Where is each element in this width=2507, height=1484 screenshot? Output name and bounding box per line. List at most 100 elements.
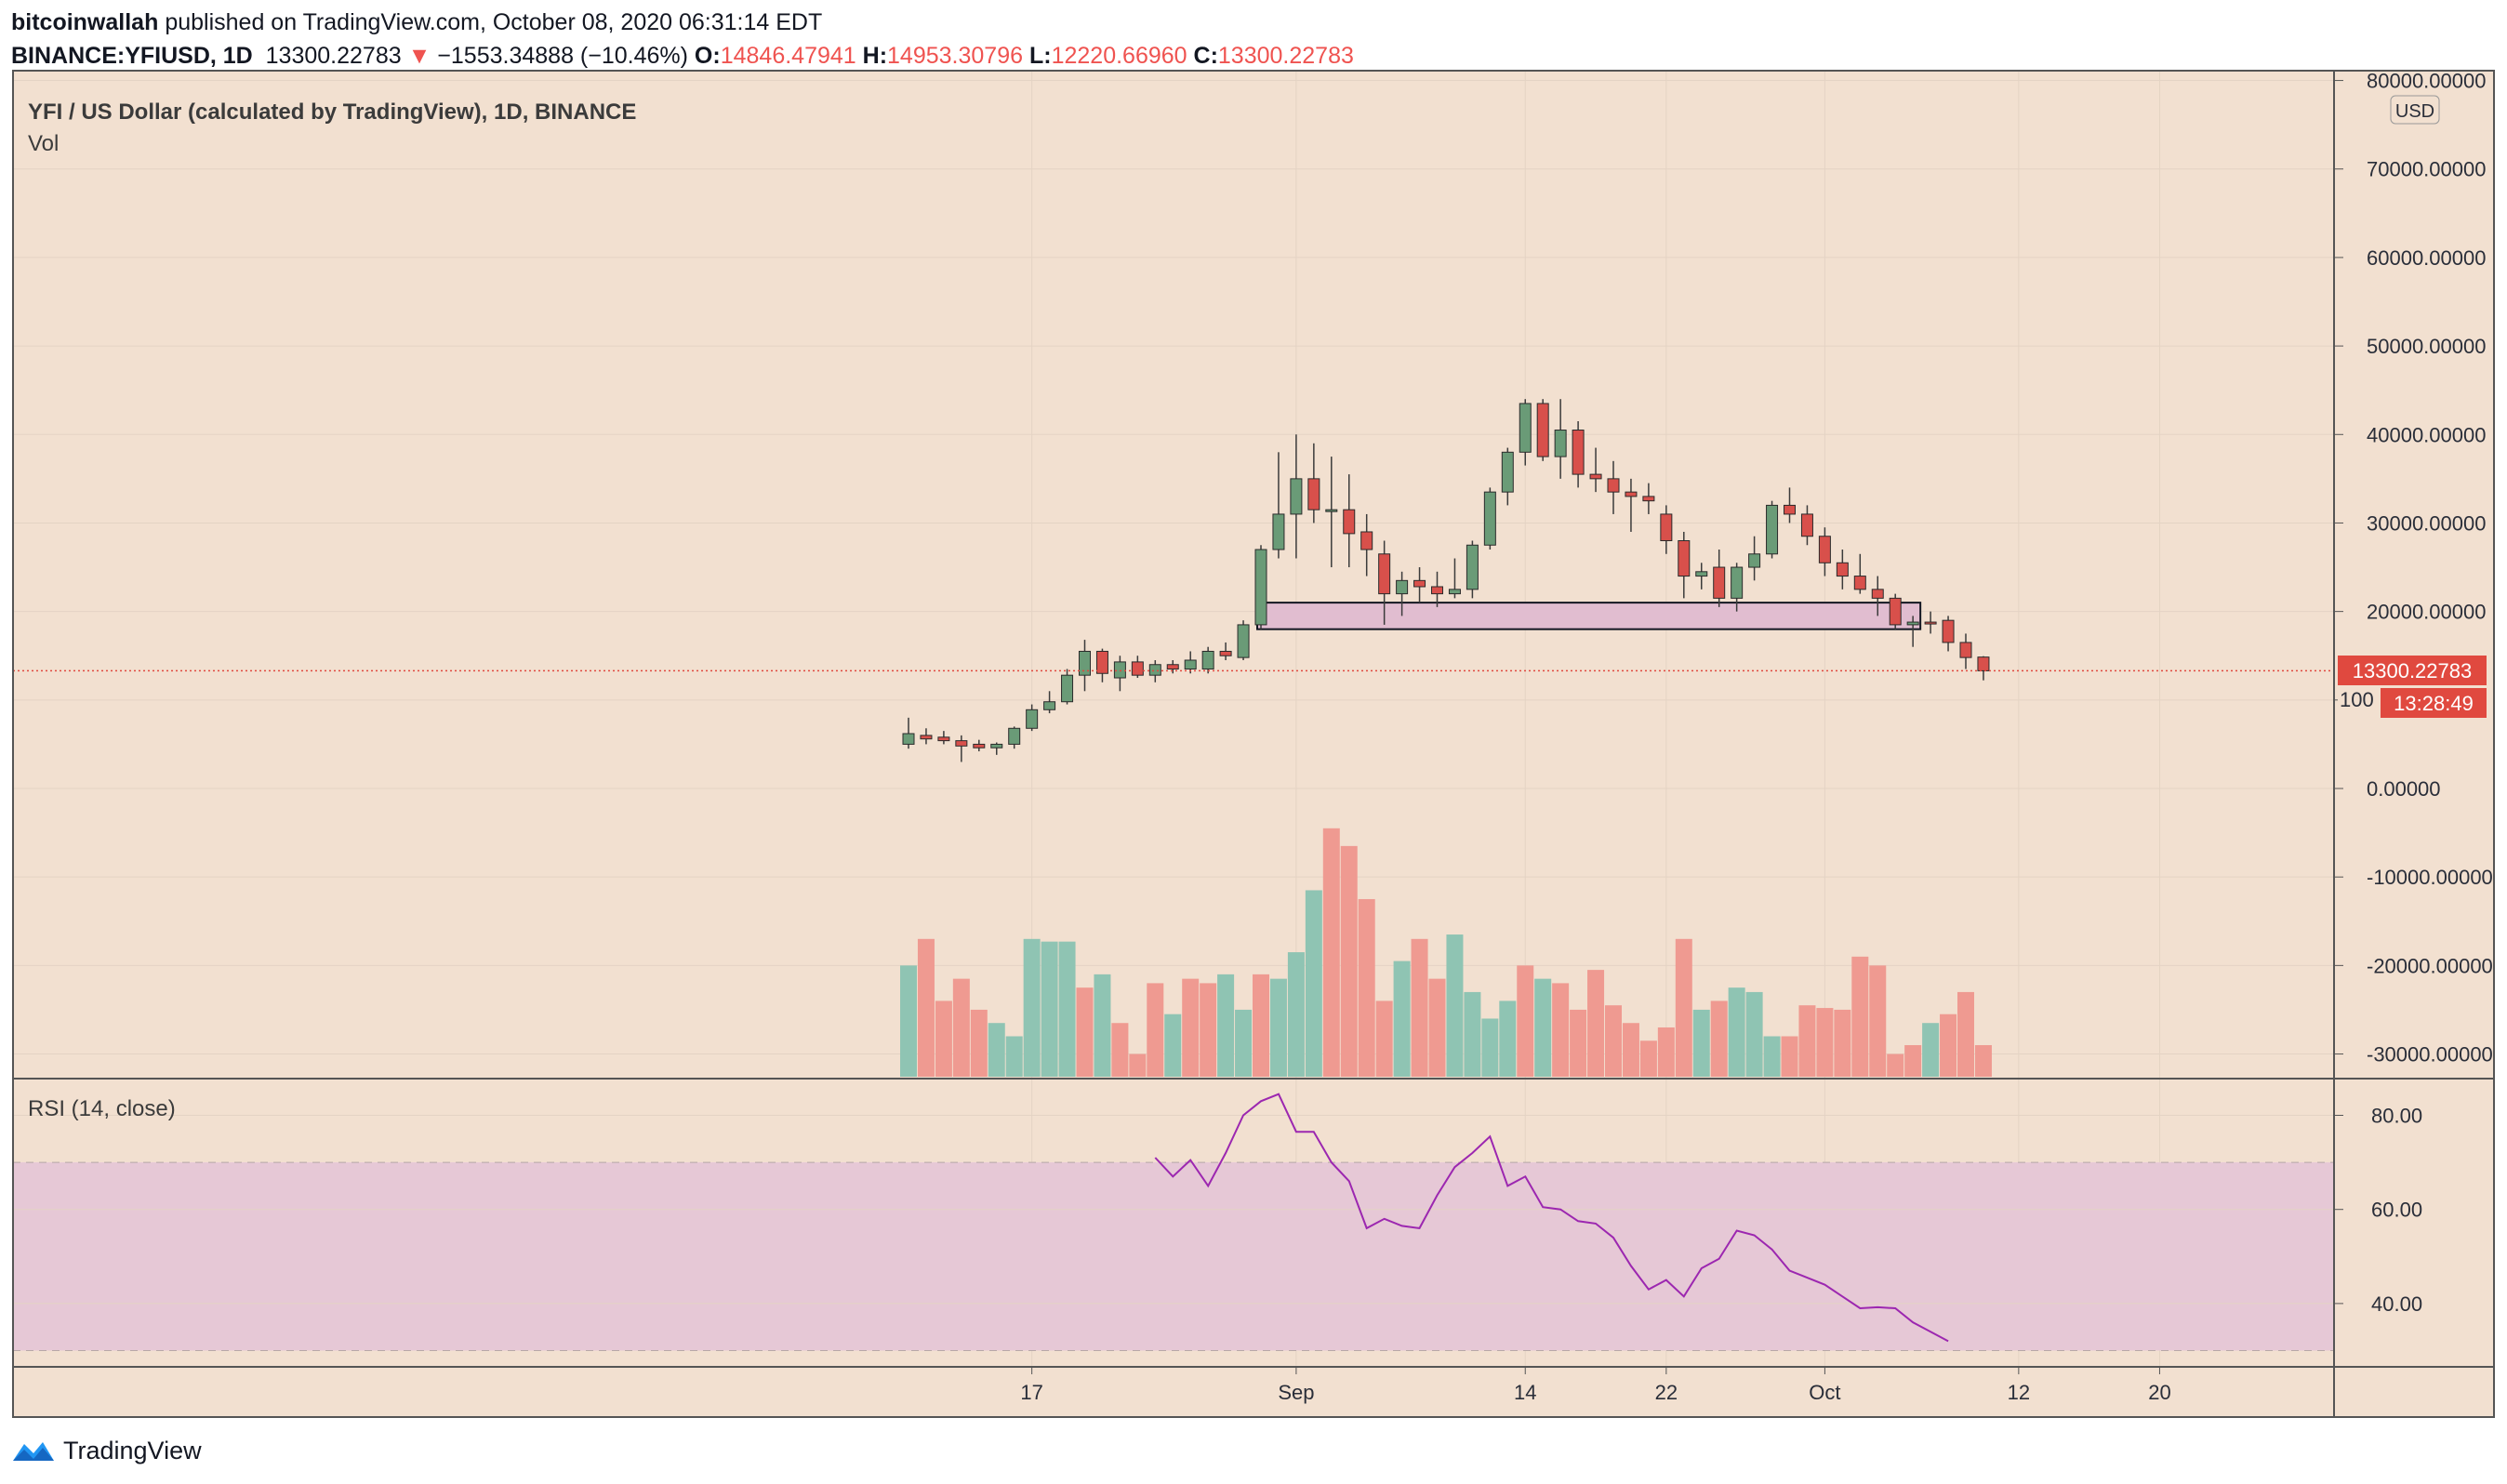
volume-bar — [1340, 845, 1358, 1077]
candle-body — [937, 736, 950, 742]
candle-body — [1536, 403, 1549, 457]
candle — [1307, 443, 1320, 523]
candle — [1448, 558, 1461, 599]
volume-bar — [1816, 1008, 1834, 1077]
candle — [1201, 646, 1214, 674]
candle — [1818, 527, 1831, 576]
candle-body — [1607, 478, 1620, 493]
price-axis-label: 80000.00000 — [2367, 70, 2486, 93]
candle-body — [1889, 597, 1902, 626]
candle — [1536, 399, 1549, 461]
candle — [1766, 500, 1779, 559]
support-zone — [1256, 602, 1922, 630]
price-axis-label: 0.00000 — [2367, 777, 2441, 801]
volume-bar — [900, 965, 917, 1077]
candle — [1413, 567, 1426, 603]
last-price: 13300.22783 — [265, 43, 402, 69]
candle-body — [1378, 553, 1391, 595]
candle-body — [990, 743, 1003, 749]
candle — [1642, 483, 1655, 514]
candle-body — [1360, 531, 1373, 550]
candle-body — [1695, 571, 1708, 577]
low-value: 12220.66960 — [1051, 43, 1187, 69]
volume-bar — [1094, 974, 1111, 1077]
volume-bar — [1464, 991, 1481, 1077]
price-axis-label: 70000.00000 — [2367, 158, 2486, 181]
candle — [1378, 540, 1391, 625]
candle-body — [973, 743, 986, 749]
volume-bar — [1763, 1036, 1781, 1077]
volume-bar — [1887, 1053, 1904, 1077]
candle — [1079, 640, 1091, 692]
candle-body — [1731, 566, 1744, 599]
volume-bar — [917, 938, 935, 1077]
change-down-icon: ▼ — [407, 43, 431, 69]
publish-info: published on TradingView.com, October 08… — [165, 9, 823, 35]
candle — [1678, 531, 1691, 599]
candle — [937, 731, 950, 745]
candle — [1113, 656, 1126, 692]
candle-body — [1325, 509, 1338, 512]
candle — [1272, 452, 1285, 559]
candle-body — [1272, 513, 1285, 550]
candle — [973, 739, 986, 752]
candle-body — [1713, 566, 1726, 599]
volume-bar — [1974, 1045, 1992, 1077]
time-axis-label: 14 — [1514, 1381, 1536, 1404]
candle — [1131, 656, 1144, 679]
candle-body — [1290, 478, 1303, 515]
author-name[interactable]: bitcoinwallah — [11, 9, 159, 35]
candle-body — [1977, 656, 1990, 671]
volume-bar — [1869, 965, 1887, 1077]
volume-bar — [1851, 956, 1869, 1077]
countdown-value: 13:28:49 — [2394, 692, 2474, 715]
candle-body — [1871, 589, 1884, 599]
candle — [1924, 611, 1937, 634]
candle-body — [1413, 579, 1426, 588]
price-axis-background — [2334, 71, 2494, 1417]
price-badge — [2338, 656, 2487, 685]
volume-bar — [1657, 1027, 1675, 1077]
volume-bar — [1552, 983, 1570, 1077]
volume-bar — [1235, 1009, 1253, 1077]
volume-bar — [1305, 890, 1322, 1077]
volume-bar — [1253, 974, 1269, 1077]
candle — [1871, 576, 1884, 616]
symbol-label[interactable]: BINANCE:YFIUSD, 1D — [11, 43, 253, 69]
candle — [1219, 642, 1232, 660]
volume-bar — [1411, 938, 1428, 1077]
high-label: H: — [862, 43, 888, 69]
candle — [955, 735, 968, 762]
candle-body — [1113, 661, 1126, 679]
volume-bar — [1269, 978, 1287, 1077]
candle — [1853, 553, 1866, 594]
candle-body — [955, 740, 968, 747]
volume-bar — [1041, 941, 1058, 1077]
candle-body — [1466, 544, 1479, 590]
countdown-badge — [2381, 688, 2487, 718]
candle — [1237, 620, 1250, 660]
volume-bar — [1957, 991, 1974, 1077]
volume-bar — [1446, 934, 1464, 1077]
candle — [1713, 550, 1726, 607]
candle — [1695, 563, 1708, 590]
candle — [1607, 460, 1620, 514]
volume-bar — [1745, 991, 1763, 1077]
volume-bar — [1287, 952, 1305, 1077]
candle-body — [1660, 513, 1673, 541]
candle — [1836, 550, 1849, 590]
rsi-axis-label: 80.00 — [2371, 1105, 2422, 1128]
volume-bar — [1728, 987, 1745, 1077]
volume-bar — [1834, 1009, 1851, 1077]
candle-body — [1572, 430, 1585, 475]
tradingview-brand[interactable]: TradingView — [63, 1436, 202, 1464]
volume-bar — [1605, 1005, 1622, 1077]
tradingview-logo-icon[interactable] — [11, 1437, 56, 1464]
candle — [1942, 616, 1955, 652]
time-axis-label: 22 — [1655, 1381, 1678, 1404]
chart-background — [13, 71, 2334, 1367]
price-axis-label: 50000.00000 — [2367, 335, 2486, 358]
candle-body — [1818, 536, 1831, 563]
volume-bar — [952, 978, 970, 1077]
